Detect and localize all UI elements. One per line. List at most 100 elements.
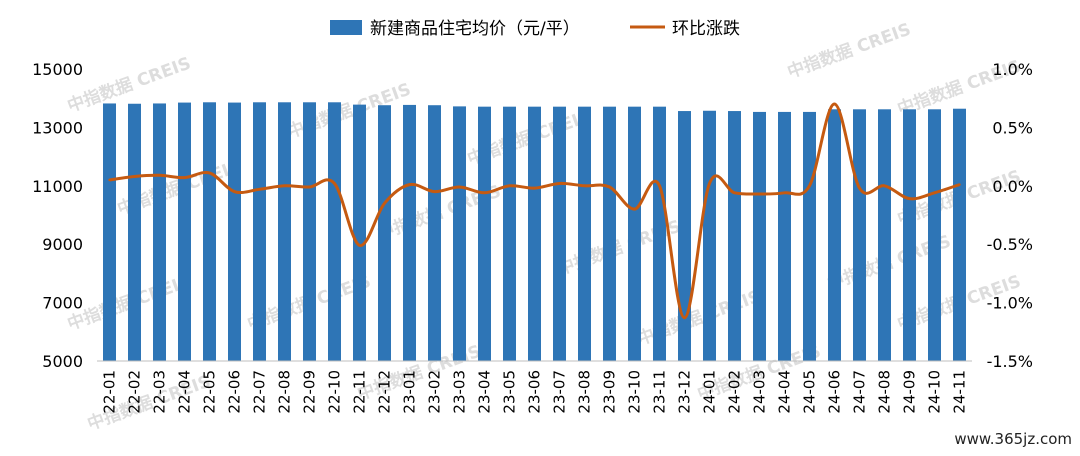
legend: 新建商品住宅均价（元/平） 环比涨跌 bbox=[330, 19, 740, 39]
x-tick-label: 24-10 bbox=[926, 370, 944, 414]
bar bbox=[253, 102, 266, 362]
x-tick-label: 24-06 bbox=[826, 370, 844, 414]
line-point bbox=[758, 192, 761, 196]
x-tick-label: 23-09 bbox=[601, 370, 619, 414]
x-tick-label: 22-08 bbox=[276, 370, 294, 414]
bar bbox=[103, 103, 116, 362]
bar bbox=[378, 105, 391, 361]
line-point bbox=[283, 184, 286, 187]
x-tick-label: 23-07 bbox=[551, 370, 569, 414]
line-point bbox=[233, 190, 236, 193]
bar bbox=[128, 103, 141, 362]
x-tick-label: 23-04 bbox=[476, 370, 494, 414]
x-tick-label: 22-03 bbox=[151, 370, 169, 414]
left-tick-label: 13000 bbox=[32, 118, 83, 137]
line-point bbox=[433, 190, 436, 193]
line-point bbox=[558, 182, 561, 185]
bar bbox=[678, 111, 691, 361]
x-tick-label: 24-07 bbox=[851, 370, 869, 414]
bar bbox=[653, 106, 666, 361]
line-point bbox=[158, 174, 161, 177]
bar bbox=[403, 104, 416, 361]
line-point bbox=[733, 191, 736, 195]
line-point bbox=[183, 176, 186, 179]
bar bbox=[478, 106, 491, 361]
x-tick-label: 23-05 bbox=[501, 370, 519, 414]
x-tick-label: 23-02 bbox=[426, 370, 444, 414]
bar-series bbox=[103, 102, 966, 362]
x-tick-label: 23-01 bbox=[401, 370, 419, 414]
bar bbox=[953, 108, 966, 361]
line-point bbox=[633, 207, 636, 211]
line-point bbox=[508, 184, 511, 187]
line-point bbox=[683, 316, 686, 319]
bar bbox=[853, 109, 866, 362]
x-tick-label: 24-09 bbox=[901, 370, 919, 414]
line-point bbox=[483, 191, 486, 195]
legend-bar-swatch bbox=[330, 20, 362, 35]
line-point bbox=[308, 185, 311, 189]
bar bbox=[878, 109, 891, 362]
bar bbox=[328, 102, 341, 362]
x-tick-label: 23-08 bbox=[576, 370, 594, 414]
x-tick-label: 22-10 bbox=[326, 370, 344, 414]
x-tick-label: 22-06 bbox=[226, 370, 244, 414]
line-point bbox=[208, 171, 211, 175]
bar bbox=[428, 105, 441, 361]
line-point bbox=[833, 102, 836, 106]
bar bbox=[828, 109, 841, 362]
site-watermark: www.365jz.com bbox=[954, 430, 1072, 448]
bar bbox=[278, 102, 291, 362]
x-tick-label: 24-04 bbox=[776, 370, 794, 414]
bar bbox=[453, 106, 466, 361]
watermark-text: 中指数据 CREIS bbox=[785, 19, 914, 83]
line-point bbox=[408, 183, 411, 186]
line-point bbox=[883, 184, 886, 187]
line-point bbox=[608, 185, 611, 189]
line-point bbox=[458, 185, 461, 189]
right-tick-label: -1.0% bbox=[987, 294, 1033, 313]
legend-line-label: 环比涨跌 bbox=[672, 19, 740, 39]
bar bbox=[928, 109, 941, 362]
x-tick-label: 23-12 bbox=[676, 370, 694, 414]
bar bbox=[903, 109, 916, 362]
x-tick-label: 22-04 bbox=[176, 370, 194, 414]
x-tick-label: 22-12 bbox=[376, 370, 394, 414]
right-tick-label: 0.0% bbox=[992, 177, 1033, 196]
bar bbox=[303, 102, 316, 362]
line-series bbox=[108, 102, 961, 320]
line-point bbox=[808, 184, 811, 187]
x-tick-label: 23-10 bbox=[626, 370, 644, 414]
x-tick-label: 22-07 bbox=[251, 370, 269, 414]
x-tick-label: 23-03 bbox=[451, 370, 469, 414]
bar bbox=[628, 106, 641, 361]
bar bbox=[803, 111, 816, 361]
x-tick-label: 24-03 bbox=[751, 370, 769, 414]
bar bbox=[203, 102, 216, 362]
x-tick-label: 24-08 bbox=[876, 370, 894, 414]
right-tick-label: -0.5% bbox=[987, 235, 1033, 254]
line-point bbox=[908, 197, 911, 200]
bar bbox=[778, 111, 791, 361]
x-tick-label: 22-09 bbox=[301, 370, 319, 414]
bar bbox=[703, 110, 716, 361]
line-point bbox=[358, 244, 361, 247]
bar bbox=[153, 103, 166, 362]
line-point bbox=[658, 184, 661, 187]
left-tick-label: 11000 bbox=[32, 177, 83, 196]
line-point bbox=[783, 191, 786, 195]
right-tick-label: 0.5% bbox=[992, 118, 1033, 137]
bar bbox=[503, 106, 516, 361]
line-point bbox=[583, 184, 586, 187]
x-tick-label: 22-01 bbox=[101, 370, 119, 414]
left-tick-label: 7000 bbox=[42, 294, 83, 313]
bar bbox=[528, 106, 541, 361]
line-point bbox=[133, 175, 136, 178]
bar bbox=[728, 111, 741, 361]
x-tick-label: 24-11 bbox=[951, 370, 969, 414]
right-tick-label: 1.0% bbox=[992, 60, 1033, 79]
legend-bar-label: 新建商品住宅均价（元/平） bbox=[370, 19, 580, 39]
left-tick-label: 15000 bbox=[32, 60, 83, 79]
